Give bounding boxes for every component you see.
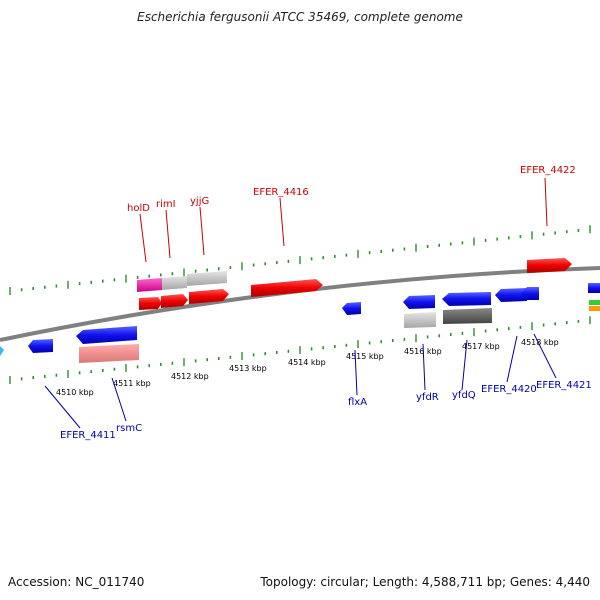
gene-blue-4[interactable] <box>442 292 491 306</box>
gene-yfdQ[interactable] <box>443 308 492 324</box>
scale-label-4514: 4514 kbp <box>288 358 326 367</box>
scale-label-4511: 4511 kbp <box>113 379 151 388</box>
label-EFER_4420[interactable]: EFER_4420 <box>481 384 537 395</box>
gene-EFER_4421[interactable] <box>521 287 539 300</box>
genome-backbone <box>0 266 600 342</box>
top-labels: holD rimI yjjG EFER_4416 EFER_4422 <box>127 165 576 263</box>
scale-label-4510: 4510 kbp <box>56 388 94 397</box>
gene-holD[interactable] <box>137 278 162 292</box>
gene-flxA[interactable] <box>342 302 361 315</box>
gene-rimI[interactable] <box>162 276 187 290</box>
label-yfdR[interactable]: yfdR <box>416 392 439 403</box>
gene-EFER_4416[interactable] <box>251 279 323 297</box>
label-EFER_4411[interactable]: EFER_4411 <box>60 430 116 441</box>
label-yfdQ[interactable]: yfdQ <box>452 390 476 401</box>
scale-label-4517: 4517 kbp <box>462 342 500 351</box>
gene-blue-3[interactable] <box>403 295 435 309</box>
map-title: Escherichia fergusonii ATCC 35469, compl… <box>137 10 463 24</box>
inner-tick-track <box>9 316 591 384</box>
gene-yfdR[interactable] <box>404 312 436 328</box>
gene-red-3[interactable] <box>189 289 229 304</box>
scale-label-4513: 4513 kbp <box>229 364 267 373</box>
gene-red-1[interactable] <box>139 297 162 310</box>
label-rsmC[interactable]: rsmC <box>116 423 142 434</box>
label-flxA[interactable]: flxA <box>348 397 367 408</box>
reverse-genes <box>0 283 600 363</box>
gene-rsmC[interactable] <box>79 344 139 363</box>
label-rimI[interactable]: rimI <box>156 199 176 210</box>
genome-summary-text: Topology: circular; Length: 4,588,711 bp… <box>260 575 590 589</box>
gene-yjjG[interactable] <box>187 271 227 286</box>
gene-multicolor-edge[interactable] <box>588 283 600 293</box>
label-EFER_4416[interactable]: EFER_4416 <box>253 187 309 198</box>
label-holD[interactable]: holD <box>127 203 150 214</box>
gene-orange-edge[interactable] <box>589 306 600 311</box>
gene-blue-2[interactable] <box>76 326 137 344</box>
gene-EFER_4422[interactable] <box>527 258 572 273</box>
gene-cyan-edge[interactable] <box>0 346 4 356</box>
label-yjjG[interactable]: yjjG <box>190 196 209 207</box>
gene-green-edge[interactable] <box>589 300 600 305</box>
scale-label-4518: 4518 kbp <box>521 338 559 347</box>
scale-label-4515: 4515 kbp <box>346 352 384 361</box>
gene-red-2[interactable] <box>161 294 188 308</box>
gene-blue-1[interactable] <box>28 339 53 353</box>
label-EFER_4422[interactable]: EFER_4422 <box>520 165 576 176</box>
outer-tick-track <box>9 225 591 295</box>
bottom-labels: EFER_4411 rsmC flxA yfdR yfdQ EFER_4420 … <box>44 333 592 441</box>
scale-label-4512: 4512 kbp <box>171 372 209 381</box>
label-EFER_4421[interactable]: EFER_4421 <box>536 380 592 391</box>
accession-text: Accession: NC_011740 <box>8 575 145 589</box>
gene-EFER_4420[interactable] <box>495 288 527 302</box>
forward-genes <box>137 258 572 310</box>
